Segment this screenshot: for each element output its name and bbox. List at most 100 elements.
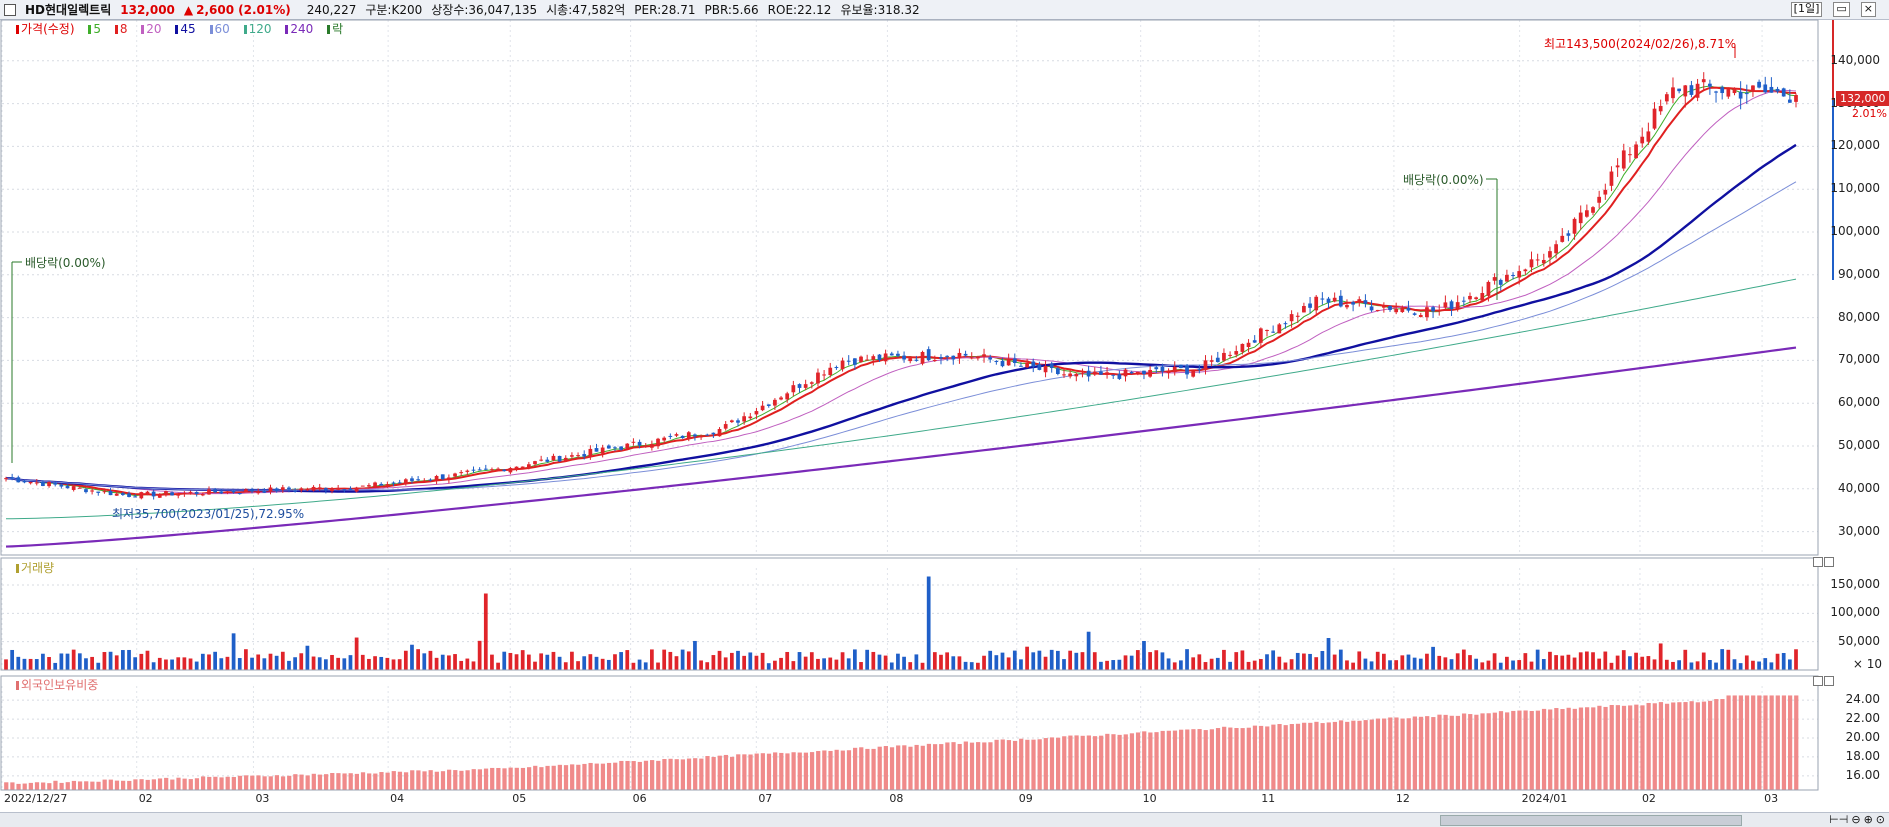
volume-bar [582, 656, 587, 670]
x-tick: 10 [1142, 792, 1157, 805]
foreign-bar [1179, 729, 1184, 790]
volume-bar [693, 640, 697, 670]
candle-body [1086, 370, 1091, 377]
foreign-bar [305, 775, 310, 790]
price-y-tick: 80,000 [1838, 309, 1880, 324]
checkbox-icon[interactable] [4, 3, 16, 16]
candle-body [693, 434, 697, 437]
x-tick: 08 [889, 792, 904, 805]
foreign-bar [1062, 736, 1067, 790]
volume-bar [4, 659, 8, 670]
price-legend: 가격(수정) 5 8 20 45 60 120 240 락 [16, 20, 353, 37]
foreign-bar [1222, 726, 1227, 790]
candle-body [1443, 302, 1448, 308]
zoom-in-icon[interactable]: ⊕ [1863, 813, 1873, 826]
x-tick: 11 [1261, 792, 1276, 805]
volume-bar [1246, 661, 1251, 670]
volume-bar [1738, 663, 1743, 670]
volume-bar [1209, 658, 1214, 670]
close-icon[interactable]: × [1860, 2, 1876, 17]
candle-body [1185, 365, 1189, 375]
volume-bar [434, 657, 439, 670]
volume-bar [102, 652, 107, 670]
close-icon[interactable] [1824, 557, 1834, 567]
foreign-bar [1578, 707, 1584, 790]
candle-body [539, 459, 544, 461]
candle-body [1203, 360, 1208, 371]
foreign-bar [963, 741, 968, 790]
volume-bar [816, 658, 820, 670]
zoom-controls[interactable]: ⊢⊣ ⊖ ⊕ ⊙ [1829, 813, 1885, 826]
foreign-bar [1615, 705, 1620, 790]
foreign-bar [1511, 710, 1516, 790]
candle-body [213, 489, 218, 493]
legend-ma240: 240 [290, 22, 314, 36]
volume-bar [139, 653, 144, 670]
candle-body [1105, 372, 1109, 375]
candle-body [164, 491, 168, 496]
foreign-bar [1781, 695, 1787, 790]
period-button[interactable]: [1일] [1790, 2, 1823, 17]
candle-body [1744, 93, 1749, 95]
maximize-icon[interactable] [1813, 676, 1823, 686]
foreign-bar [699, 758, 704, 790]
candle-body [416, 479, 420, 481]
volume-bar [773, 660, 777, 670]
zoom-reset-icon[interactable]: ⊙ [1875, 813, 1885, 826]
price-y-tick: 120,000 [1830, 138, 1880, 153]
volume-bar [1265, 654, 1269, 670]
foreign-bar [1769, 695, 1774, 790]
candle-body [391, 482, 396, 484]
foreign-bar [1326, 722, 1331, 790]
foreign-bar [65, 782, 70, 790]
foreign-bar [403, 772, 409, 790]
volume-bar [668, 651, 673, 670]
slider-icon[interactable]: ⊢⊣ [1829, 813, 1849, 826]
candle-body [1738, 91, 1743, 99]
candle-body [1111, 374, 1116, 376]
candle-body [1197, 369, 1202, 371]
restore-icon[interactable]: ▭ [1833, 2, 1850, 17]
volume-bar [1006, 657, 1011, 670]
volume-bar [1535, 649, 1540, 670]
volume-bar [914, 654, 919, 670]
volume-bar [520, 650, 525, 670]
volume-bar [1172, 662, 1177, 670]
foreign-bar [1603, 706, 1608, 790]
candle-body [471, 469, 476, 471]
maximize-icon[interactable] [1813, 557, 1823, 567]
candle-body [1683, 85, 1688, 97]
candle-body [225, 491, 230, 493]
candle-body [1252, 340, 1257, 343]
volume-bar [699, 660, 703, 670]
zoom-out-icon[interactable]: ⊖ [1851, 813, 1861, 826]
x-tick: 02 [138, 792, 153, 805]
volume-bar [447, 655, 451, 670]
current-price: 132,000 [120, 2, 175, 17]
foreign-bar [422, 771, 427, 790]
foreign-bar [1160, 730, 1165, 790]
candle-body [1418, 315, 1423, 318]
foreign-bar [539, 767, 544, 790]
scroll-thumb[interactable] [1440, 815, 1742, 826]
foreign-bar [330, 773, 335, 790]
dividend-annotation-2: 배당락(0.00%) [1403, 173, 1484, 187]
foreign-bar [1751, 695, 1756, 790]
stock-name[interactable]: HD현대일렉트릭 [25, 3, 112, 17]
ma45-line [5, 143, 1797, 493]
foreign-bar [262, 776, 267, 790]
volume-bar [1566, 654, 1571, 670]
foreign-pane-buttons[interactable] [1813, 676, 1834, 686]
close-icon[interactable] [1824, 676, 1834, 686]
candle-body [1062, 374, 1066, 376]
horizontal-scrollbar[interactable]: ⊢⊣ ⊖ ⊕ ⊙ [0, 812, 1889, 827]
candle-body [434, 475, 439, 481]
foreign-legend: 외국인보유비중 [16, 676, 103, 693]
volume-pane-buttons[interactable] [1813, 557, 1834, 567]
foreign-bar [871, 748, 876, 790]
foreign-bar [90, 781, 95, 790]
volume-bar [613, 654, 617, 670]
volume-bar [1129, 655, 1134, 670]
foreign-bar [1019, 738, 1024, 790]
candle-body [1031, 361, 1036, 367]
